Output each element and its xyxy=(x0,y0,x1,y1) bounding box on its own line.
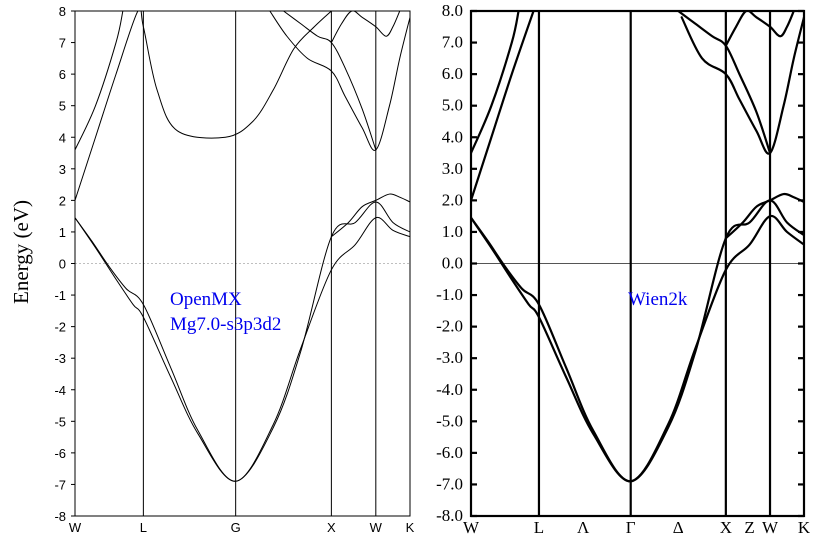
wien2k-y-tick-label: 1.0 xyxy=(442,222,463,241)
wien2k-kpoint-label: Λ xyxy=(577,518,590,537)
y-axis-label: Energy (eV) xyxy=(9,200,33,304)
openmx-y-tick-label: 5 xyxy=(59,99,66,114)
wien2k-band-line xyxy=(471,214,804,483)
wien2k-y-tick-label: -6.0 xyxy=(436,443,463,462)
openmx-y-tick-label: 2 xyxy=(59,193,66,208)
openmx-y-tick-label: -8 xyxy=(54,509,66,524)
wien2k-y-tick-label: 5.0 xyxy=(442,96,463,115)
wien2k-kpoint-label: K xyxy=(798,518,811,537)
openmx-kpoint-label: L xyxy=(140,520,147,535)
wien2k-y-tick-label: 0.0 xyxy=(442,254,463,273)
openmx-annotation: OpenMX xyxy=(170,289,242,310)
wien2k-y-tick-label: -8.0 xyxy=(436,506,463,525)
openmx-band-line xyxy=(283,11,377,151)
openmx-y-tick-label: 1 xyxy=(59,225,66,240)
openmx-annotation: Mg7.0-s3p3d2 xyxy=(170,314,281,335)
openmx-band-line xyxy=(330,193,410,238)
wien2k-y-tick-label: -3.0 xyxy=(436,348,463,367)
wien2k-y-tick-label: 7.0 xyxy=(442,33,463,52)
openmx-y-tick-label: 4 xyxy=(59,130,66,145)
openmx-y-tick-label: -7 xyxy=(54,477,66,492)
wien2k-y-tick-label: 4.0 xyxy=(442,127,463,146)
openmx-y-tick-label: -6 xyxy=(54,446,66,461)
wien2k-y-tick-label: 8.0 xyxy=(442,1,463,20)
wien2k-kpoint-label: L xyxy=(534,518,544,537)
openmx-y-tick-label: -3 xyxy=(54,351,66,366)
openmx-y-tick-label: -4 xyxy=(54,383,66,398)
openmx-y-tick-label: 0 xyxy=(59,257,66,272)
wien2k-band-line xyxy=(471,11,535,202)
openmx-y-tick-label: -5 xyxy=(54,414,66,429)
openmx-y-tick-label: 6 xyxy=(59,67,66,82)
wien2k-y-tick-label: -5.0 xyxy=(436,411,463,430)
wien2k-band-line xyxy=(471,199,804,483)
wien2k-y-tick-label: -2.0 xyxy=(436,317,463,336)
openmx-y-tick-label: -1 xyxy=(54,288,66,303)
wien2k-band-line xyxy=(471,11,520,155)
wien2k-kpoint-label: W xyxy=(762,518,779,537)
openmx-band-line xyxy=(75,11,332,201)
wien2k-y-tick-label: -4.0 xyxy=(436,380,463,399)
wien2k-band-line xyxy=(724,192,804,240)
openmx-band-line xyxy=(75,11,124,151)
openmx-y-tick-label: 8 xyxy=(59,4,66,19)
openmx-y-tick-label: 3 xyxy=(59,162,66,177)
openmx-y-tick-label: -2 xyxy=(54,320,66,335)
openmx-kpoint-label: X xyxy=(327,520,336,535)
openmx-kpoint-label: G xyxy=(231,520,241,535)
wien2k-annotation: Wien2k xyxy=(628,289,688,310)
openmx-kpoint-label: K xyxy=(406,520,415,535)
wien2k-panel: 8.0 7.0 6.0 5.0 4.0 3.0 2.0 1.0 0.0 -1.0 -2.0 -3.0 -… xyxy=(436,1,811,537)
wien2k-kpoint-label: X xyxy=(720,518,732,537)
wien2k-y-tick-label: -1.0 xyxy=(436,285,463,304)
openmx-kpoint-label: W xyxy=(370,520,383,535)
wien2k-kpoint-label: Γ xyxy=(626,518,636,537)
wien2k-y-tick-label: 3.0 xyxy=(442,159,463,178)
openmx-band-line xyxy=(269,11,410,151)
wien2k-y-tick-label: 2.0 xyxy=(442,190,463,209)
openmx-y-tick-label: 7 xyxy=(59,36,66,51)
wien2k-y-tick-label: 6.0 xyxy=(442,64,463,83)
openmx-band-line xyxy=(330,11,401,44)
wien2k-kpoint-label: W xyxy=(463,518,480,537)
wien2k-band-line xyxy=(680,16,804,155)
openmx-band-line xyxy=(75,216,410,482)
wien2k-kpoint-label: Δ xyxy=(673,518,684,537)
wien2k-y-tick-label: -7.0 xyxy=(436,474,463,493)
wien2k-kpoint-label: Z xyxy=(744,518,754,537)
openmx-kpoint-label: W xyxy=(69,520,82,535)
wien2k-band-line xyxy=(724,11,795,47)
openmx-band-line xyxy=(75,201,410,482)
